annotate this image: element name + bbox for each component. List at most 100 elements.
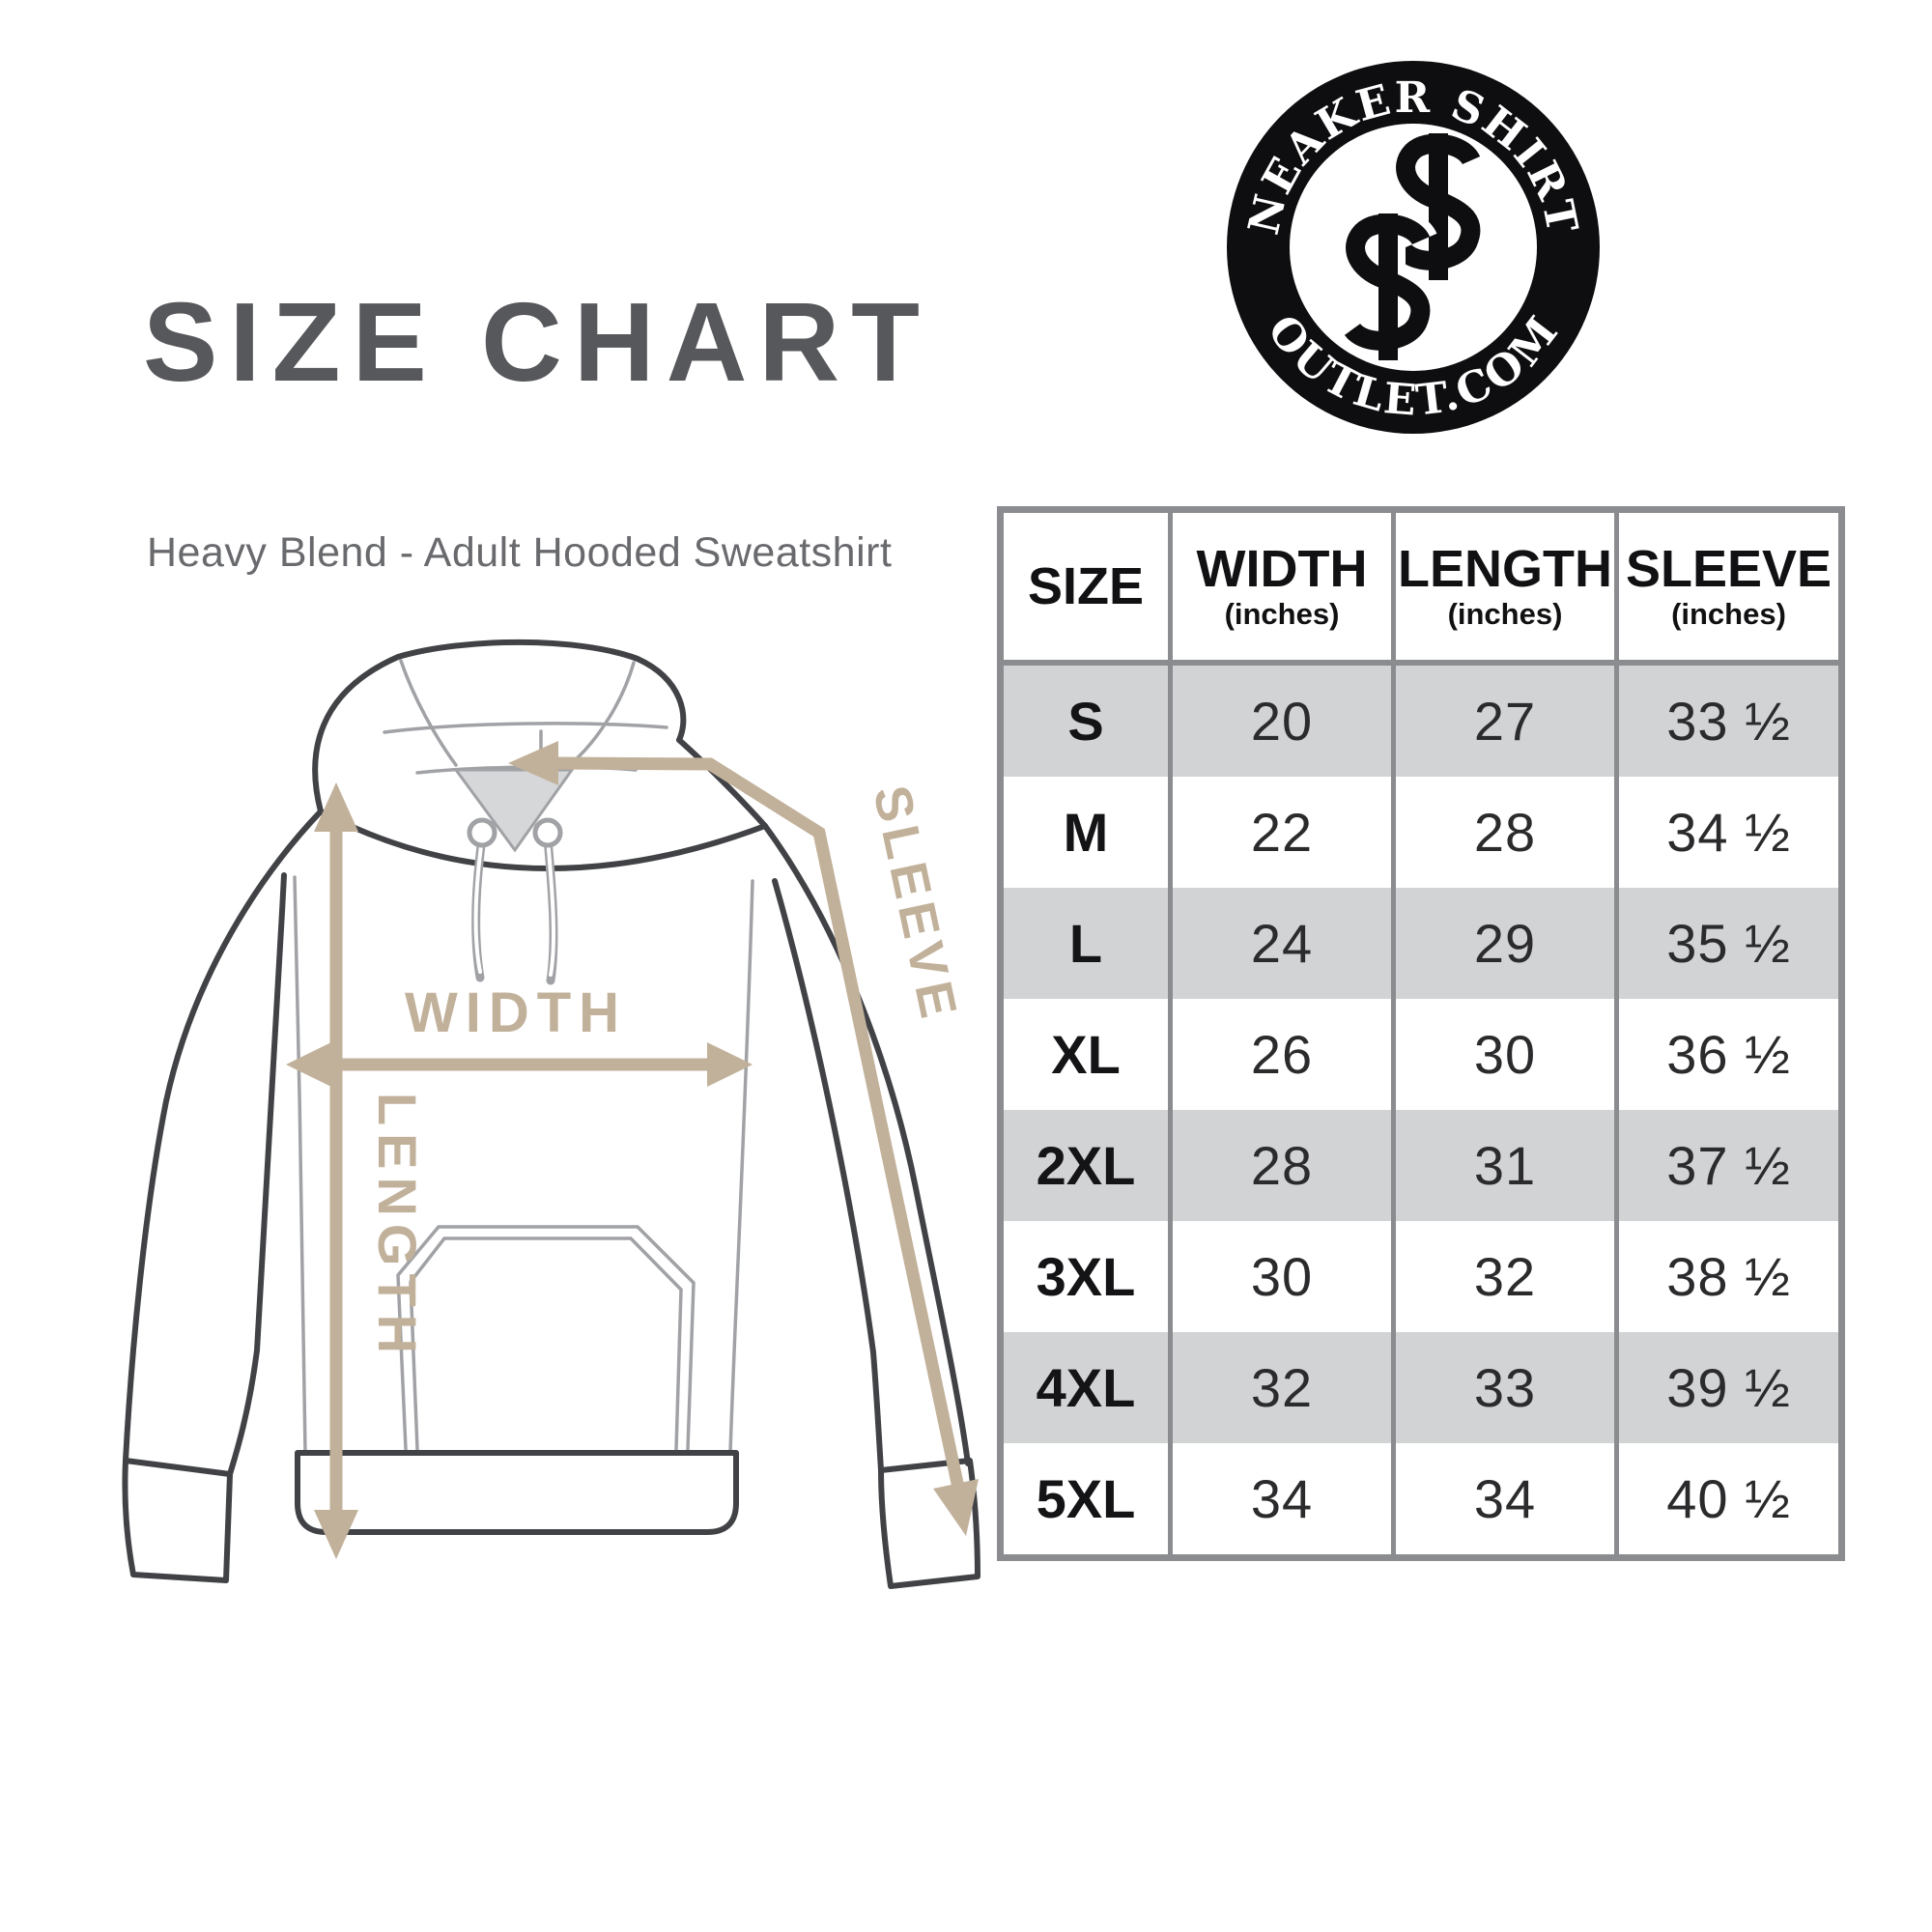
size-cell: L (1004, 888, 1168, 999)
size-cell: 5XL (1004, 1443, 1168, 1554)
sleeve-label: SLEEVE (862, 781, 968, 1028)
width-value: 28 (1250, 1135, 1314, 1196)
length-cell: 31 (1391, 1110, 1614, 1221)
table-row: L 24 29 35 ½ (1004, 888, 1838, 999)
width-arrowhead-left (286, 1042, 331, 1087)
length-value: 33 (1473, 1357, 1537, 1418)
sleeve-arrowhead-start (508, 741, 558, 785)
size-value: M (1063, 802, 1109, 863)
hoodie-seam-lines (293, 659, 754, 1455)
sleeve-value: 38 ½ (1666, 1246, 1791, 1307)
column-label: SIZE (1027, 556, 1145, 615)
sleeve-value: 34 ½ (1666, 802, 1791, 863)
neck-triangle (453, 768, 575, 853)
column-label: SLEEVE (1625, 540, 1833, 599)
table-row: 2XL 28 31 37 ½ (1004, 1110, 1838, 1221)
sleeve-cell: 33 ½ (1614, 666, 1838, 777)
width-cell: 32 (1168, 1332, 1391, 1443)
table-row: M 22 28 34 ½ (1004, 777, 1838, 888)
size-cell: S (1004, 666, 1168, 777)
column-label: WIDTH (1196, 540, 1368, 599)
width-value: 22 (1250, 802, 1314, 863)
column-sublabel: (inches) (1671, 597, 1786, 632)
size-value: XL (1051, 1024, 1121, 1085)
sleeve-cell: 34 ½ (1614, 777, 1838, 888)
width-arrowhead-right (707, 1042, 753, 1087)
width-cell: 26 (1168, 999, 1391, 1110)
length-cell: 32 (1391, 1221, 1614, 1332)
table-row: 5XL 34 34 40 ½ (1004, 1443, 1838, 1554)
sleeve-cell: 36 ½ (1614, 999, 1838, 1110)
size-cell: 4XL (1004, 1332, 1168, 1443)
length-value: 34 (1473, 1468, 1537, 1529)
width-value: 30 (1250, 1246, 1314, 1307)
sleeve-arrowhead-end (933, 1479, 979, 1536)
header-cell-sleeve: SLEEVE (inches) (1614, 513, 1838, 660)
length-arrowhead-up (314, 782, 358, 832)
header-cell-width: WIDTH (inches) (1168, 513, 1391, 660)
hoodie-outline (122, 639, 980, 1589)
size-cell: 2XL (1004, 1110, 1168, 1221)
width-value: 20 (1250, 691, 1314, 752)
length-arrowhead-down (314, 1510, 358, 1559)
width-value: 32 (1250, 1357, 1314, 1418)
size-value: 5XL (1036, 1468, 1136, 1529)
table-row: 3XL 30 32 38 ½ (1004, 1221, 1838, 1332)
table-row: 4XL 32 33 39 ½ (1004, 1332, 1838, 1443)
width-value: 34 (1250, 1468, 1314, 1529)
size-value: S (1067, 691, 1104, 752)
length-cell: 27 (1391, 666, 1614, 777)
size-value: 3XL (1036, 1246, 1136, 1307)
width-cell: 28 (1168, 1110, 1391, 1221)
sleeve-cell: 39 ½ (1614, 1332, 1838, 1443)
sleeve-value: 40 ½ (1666, 1468, 1791, 1529)
length-cell: 33 (1391, 1332, 1614, 1443)
sleeve-value: 39 ½ (1666, 1357, 1791, 1418)
header-cell-length: LENGTH (inches) (1391, 513, 1614, 660)
length-cell: 34 (1391, 1443, 1614, 1554)
width-cell: 34 (1168, 1443, 1391, 1554)
sleeve-value: 35 ½ (1666, 913, 1791, 974)
length-cell: 28 (1391, 777, 1614, 888)
length-value: 31 (1473, 1135, 1537, 1196)
sleeve-cell: 37 ½ (1614, 1110, 1838, 1221)
sleeve-cell: 40 ½ (1614, 1443, 1838, 1554)
size-table-header: SIZE WIDTH (inches) LENGTH (inches) SLEE… (1004, 513, 1838, 666)
width-cell: 24 (1168, 888, 1391, 999)
brand-logo: SNEAKER SHIRTS OUTLET.COM (1220, 54, 1600, 434)
width-value: 24 (1250, 913, 1314, 974)
sleeve-value: 33 ½ (1666, 691, 1791, 752)
sleeve-value: 37 ½ (1666, 1135, 1791, 1196)
column-sublabel: (inches) (1447, 597, 1563, 632)
width-value: 26 (1250, 1024, 1314, 1085)
sleeve-arrow-shaft (552, 756, 965, 1490)
table-row: XL 26 30 36 ½ (1004, 999, 1838, 1110)
size-value: 2XL (1036, 1135, 1136, 1196)
column-label: LENGTH (1398, 540, 1612, 599)
header-cell-size: SIZE (1004, 513, 1168, 660)
size-cell: M (1004, 777, 1168, 888)
page-title: SIZE CHART (143, 279, 931, 405)
length-value: 29 (1473, 913, 1537, 974)
page-subtitle: Heavy Blend - Adult Hooded Sweatshirt (147, 529, 893, 576)
hoodie-diagram: WIDTH LENGTH SLEEVE (122, 639, 980, 1589)
sleeve-value: 36 ½ (1666, 1024, 1791, 1085)
length-label: LENGTH (367, 1093, 428, 1361)
size-cell: XL (1004, 999, 1168, 1110)
length-value: 28 (1473, 802, 1537, 863)
size-cell: 3XL (1004, 1221, 1168, 1332)
size-value: L (1068, 913, 1103, 974)
column-sublabel: (inches) (1224, 597, 1340, 632)
length-value: 27 (1473, 691, 1537, 752)
sleeve-cell: 35 ½ (1614, 888, 1838, 999)
size-table: SIZE WIDTH (inches) LENGTH (inches) SLEE… (997, 506, 1845, 1561)
width-label: WIDTH (405, 981, 627, 1044)
size-value: 4XL (1036, 1357, 1136, 1418)
length-value: 30 (1473, 1024, 1537, 1085)
table-row: S 20 27 33 ½ (1004, 666, 1838, 777)
length-cell: 29 (1391, 888, 1614, 999)
width-cell: 30 (1168, 1221, 1391, 1332)
sleeve-cell: 38 ½ (1614, 1221, 1838, 1332)
length-value: 32 (1473, 1246, 1537, 1307)
